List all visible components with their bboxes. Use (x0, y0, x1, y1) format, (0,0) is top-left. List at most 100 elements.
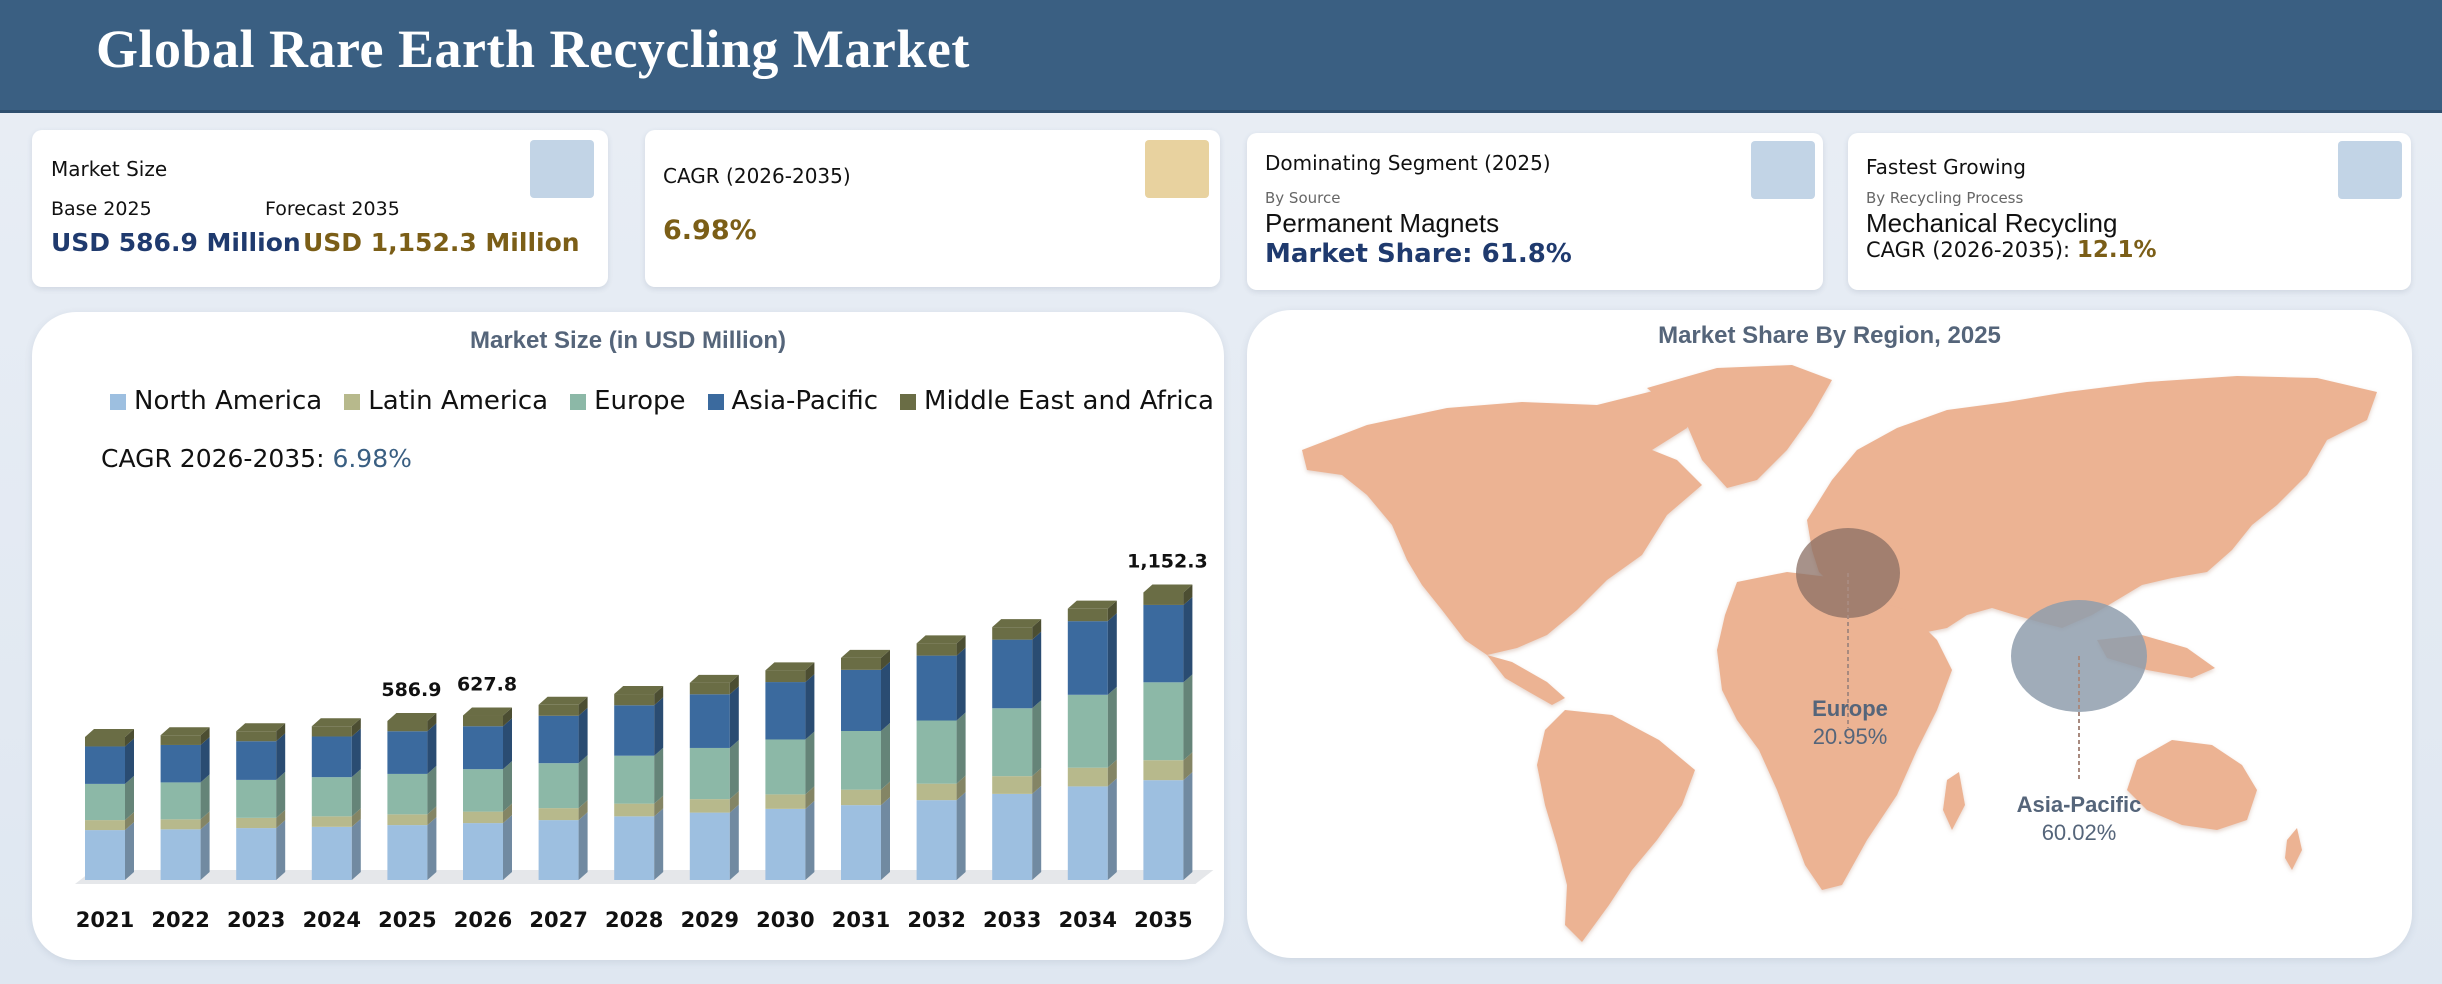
bar-segment (311, 726, 352, 737)
bar-segment (992, 708, 1033, 777)
x-tick-label: 2024 (303, 908, 361, 932)
legend-swatch (707, 394, 724, 410)
bar-segment-side (503, 707, 512, 727)
bar-segment (841, 669, 881, 731)
bar-segment (463, 811, 503, 824)
greenland-landmass (1647, 365, 1832, 488)
legend-item: Middle East and Africa (900, 386, 1214, 416)
bar-segment-side (654, 808, 664, 880)
bar-segment (463, 823, 503, 880)
data-label: 586.9 (381, 679, 441, 701)
bar-segment-side (578, 812, 588, 880)
bar-segment (387, 721, 428, 732)
forecast-value: USD 1,152.3 Million (303, 228, 580, 257)
bar-segment-side (427, 723, 437, 774)
bar-segment (841, 730, 881, 790)
x-tick-label: 2022 (151, 908, 209, 932)
asia-pacific-name: Asia-Pacific (2016, 792, 2142, 817)
legend-item: Asia-Pacific (707, 386, 878, 416)
cagr-value: 12.1% (2076, 237, 2157, 263)
x-tick-label: 2025 (378, 908, 436, 932)
bar-segment (689, 812, 730, 880)
bar-segment (841, 657, 881, 670)
bar-segment-side (351, 718, 361, 737)
madagascar-landmass (1943, 772, 1965, 830)
bar-segment (538, 704, 579, 716)
bar-segment-side (1032, 619, 1042, 640)
bar-top (387, 713, 437, 722)
x-tick-label: 2029 (681, 908, 739, 932)
bar-chart-title: Market Size (in USD Million) (469, 327, 787, 354)
cagr-note: CAGR 2026-2035: 6.98% (101, 444, 412, 473)
bar-segment (160, 744, 201, 783)
europe-label: Europe 20.95% (1795, 696, 1905, 750)
bar-segment (916, 800, 957, 880)
bar-segment-side (200, 774, 210, 820)
bar-segment (614, 755, 655, 804)
bar-segment (689, 747, 730, 800)
bar-segment-side (1183, 752, 1193, 781)
cagr-label: CAGR (2026-2035): (1866, 238, 2071, 262)
bar-segment-side (1107, 613, 1117, 695)
bar-segment (387, 731, 428, 774)
segment-name: Permanent Magnets (1265, 208, 1500, 238)
card-swatch (530, 140, 594, 198)
data-label: 627.8 (457, 674, 517, 696)
bar-segment (85, 736, 125, 747)
bar-segment (765, 794, 806, 809)
bar-segment-side (125, 738, 134, 784)
legend-label: North America (134, 386, 323, 416)
bar-segment (311, 736, 352, 778)
bar-segment-side (503, 803, 512, 824)
share-label: Market Share: (1265, 239, 1473, 269)
bar-segment (236, 828, 277, 880)
header-banner: Global Rare Earth Recycling Market (0, 0, 2442, 113)
bar-segment (689, 799, 730, 813)
bar-segment-side (729, 791, 739, 813)
bar-segment (311, 777, 352, 817)
data-label: 1,152.3 (1127, 550, 1208, 572)
legend-swatch (900, 394, 917, 410)
card-title: Dominating Segment (2025) (1265, 151, 1551, 175)
bar-segment (765, 739, 806, 795)
x-tick-label: 2030 (756, 908, 814, 932)
bar-segment-side (1107, 686, 1117, 768)
x-tick-label: 2023 (227, 908, 285, 932)
bar-segment-side (1107, 778, 1117, 880)
kpi-card-cagr: CAGR (2026-2035) 6.98% (645, 130, 1220, 287)
bar-segment (160, 829, 201, 880)
bar-segment-side (1107, 759, 1117, 787)
bar-segment (538, 808, 579, 821)
bar-top (1143, 584, 1193, 593)
bar-segment-side (1183, 596, 1193, 683)
bar-segment-side (276, 771, 286, 818)
bar-segment-side (1032, 631, 1042, 709)
bar-segment (689, 694, 730, 748)
bar-segment (236, 817, 277, 829)
bar-segment (387, 825, 428, 880)
bar-segment (311, 816, 352, 827)
bar-segment (614, 803, 655, 817)
bar-segment-side (276, 809, 286, 829)
bar-segment-side (351, 769, 361, 817)
bar-segment (85, 820, 125, 831)
share-value: 61.8% (1481, 239, 1572, 269)
map-panel: Market Share By Region, 2025 (1247, 310, 2412, 958)
bar-segment-side (351, 818, 361, 880)
bar-segment-side (881, 781, 890, 806)
bar-segment (160, 735, 201, 745)
bar-segment-side (1032, 700, 1042, 777)
bar-segment-side (805, 674, 815, 740)
bar-segment-side (956, 792, 966, 880)
bar-segment-side (805, 786, 815, 809)
bar-segment-side (1183, 772, 1193, 880)
card-title: Market Size (51, 157, 168, 181)
kpi-card-market-size: Market Size Base 2025 Forecast 2035 USD … (32, 130, 608, 287)
bar-segment (387, 814, 428, 826)
bar-segment-side (881, 649, 890, 670)
x-tick-label: 2028 (605, 908, 663, 932)
bar-segment (614, 816, 655, 880)
bar-segment-side (881, 797, 890, 880)
card-title: CAGR (2026-2035) (663, 164, 851, 188)
europe-value: 20.95% (1812, 724, 1888, 749)
